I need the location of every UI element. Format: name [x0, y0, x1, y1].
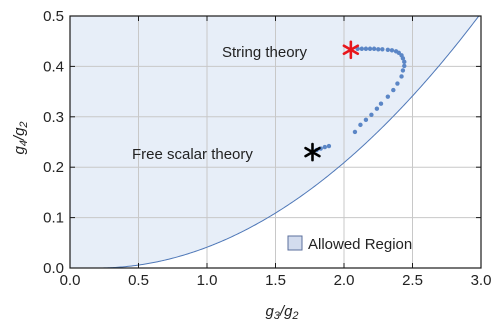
data-point — [399, 74, 404, 79]
data-point — [322, 144, 328, 150]
x-tick-label: 0.5 — [128, 272, 149, 289]
y-tick-label: 0.0 — [43, 260, 64, 277]
x-tick-label: 2.0 — [334, 272, 355, 289]
string-theory-star-icon — [342, 40, 360, 60]
x-tick-label: 3.0 — [471, 272, 492, 289]
x-axis-title: g3/g2 — [265, 303, 298, 322]
string-theory-label: String theory — [222, 44, 308, 61]
data-point — [391, 87, 396, 93]
legend: Allowed Region — [287, 235, 412, 253]
legend-label: Allowed Region — [308, 236, 412, 253]
data-point — [380, 47, 385, 52]
x-tick-label: 1.5 — [265, 272, 286, 289]
data-point — [402, 63, 407, 69]
y-tick-label: 0.4 — [43, 58, 64, 75]
y-tick-label: 0.5 — [43, 8, 64, 25]
data-point — [363, 117, 369, 123]
y-tick-label: 0.1 — [43, 210, 64, 227]
data-point — [385, 94, 391, 99]
data-point — [376, 47, 381, 52]
data-point — [385, 47, 391, 52]
y-tick-label: 0.2 — [43, 159, 64, 176]
free-scalar-star-icon — [304, 142, 321, 162]
star-stroke — [304, 146, 321, 158]
legend-swatch — [287, 235, 303, 251]
data-point — [352, 129, 358, 135]
y-tick-label: 0.3 — [43, 109, 64, 126]
x-tick-label: 1.0 — [197, 272, 218, 289]
x-tick-label: 0.0 — [60, 272, 81, 289]
data-point — [378, 101, 384, 106]
data-point — [363, 46, 369, 51]
data-point — [389, 48, 395, 53]
data-point — [358, 122, 363, 128]
data-point — [326, 143, 332, 149]
star-stroke — [342, 44, 360, 56]
y-axis-title: g4/g2 — [11, 121, 30, 154]
data-point — [402, 59, 407, 65]
data-point — [393, 49, 399, 54]
free-scalar-theory-label: Free scalar theory — [132, 146, 253, 163]
x-tick-label: 2.5 — [402, 272, 423, 289]
data-point — [400, 68, 406, 73]
data-point — [395, 81, 400, 86]
data-point — [369, 112, 374, 117]
data-point — [374, 106, 380, 111]
data-point — [359, 46, 365, 51]
data-point — [371, 46, 377, 51]
data-point — [367, 46, 373, 51]
